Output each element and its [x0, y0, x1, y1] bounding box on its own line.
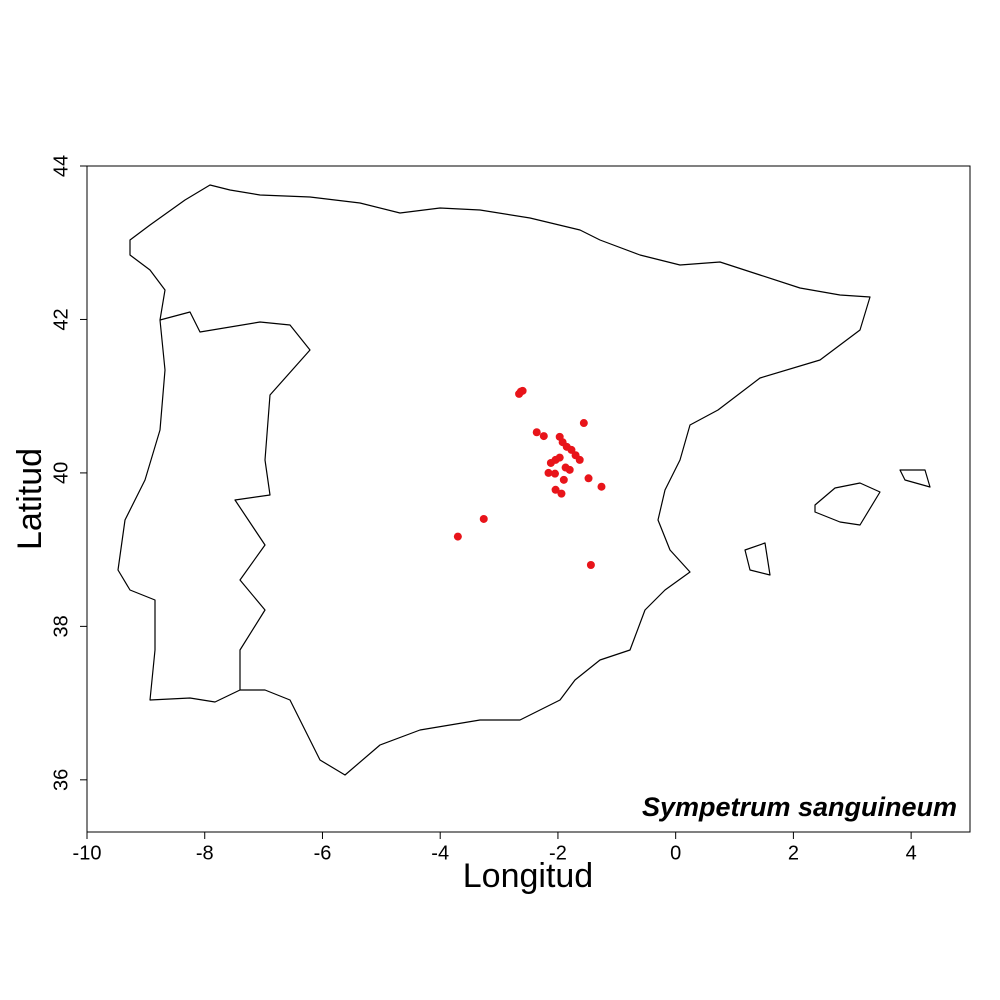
plot-frame [86, 165, 971, 833]
point [546, 458, 555, 467]
point [579, 419, 588, 428]
point [586, 560, 595, 569]
point [555, 453, 564, 462]
x-tick-label: -4 [431, 842, 449, 864]
point [544, 468, 553, 477]
x-tick-label: 4 [906, 842, 917, 864]
point [597, 482, 606, 491]
point [559, 475, 568, 484]
y-tick-label: 44 [50, 155, 72, 177]
y-tick-label: 40 [50, 462, 72, 484]
map [117, 184, 931, 776]
border [159, 311, 311, 690]
x-tick-label: -2 [549, 842, 567, 864]
point [479, 514, 488, 523]
point [453, 532, 462, 541]
island [744, 542, 771, 576]
island [899, 469, 931, 488]
island [814, 482, 881, 526]
point [515, 389, 524, 398]
point [532, 428, 541, 437]
point [539, 432, 548, 441]
y-tick-label: 38 [50, 615, 72, 637]
point [550, 469, 559, 478]
x-tick-label: -10 [73, 842, 102, 864]
point [575, 455, 584, 464]
point [584, 474, 593, 483]
x-tick-label: 2 [788, 842, 799, 864]
x-tick-label: -6 [314, 842, 332, 864]
x-tick-label: -8 [196, 842, 214, 864]
coastline [117, 184, 871, 776]
point [565, 465, 574, 474]
y-axis-title: Latitud [11, 448, 49, 550]
point [557, 489, 566, 498]
x-tick-label: 0 [670, 842, 681, 864]
species-label: Sympetrum sanguineum [642, 792, 957, 822]
y-tick-label: 42 [50, 308, 72, 330]
point [551, 485, 560, 494]
x-axis-title: Longitud [463, 857, 593, 895]
y-tick-label: 36 [50, 769, 72, 791]
